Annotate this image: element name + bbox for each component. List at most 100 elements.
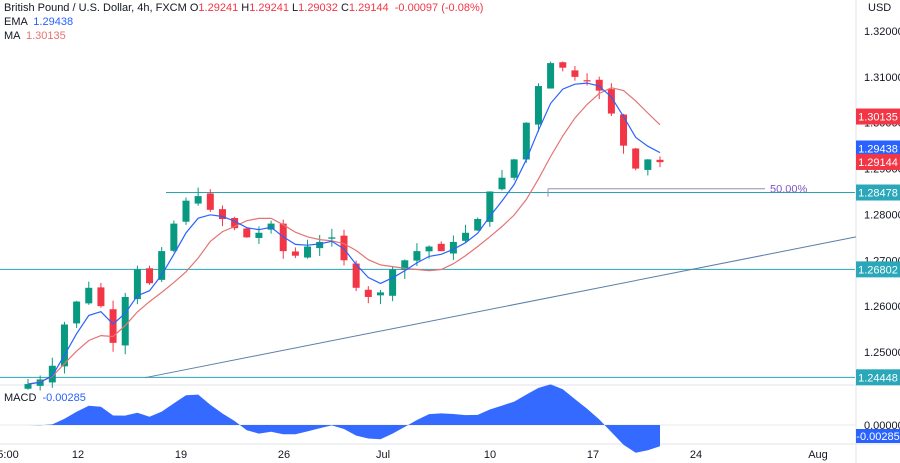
candle-body bbox=[607, 89, 615, 114]
x-tick-label: 24 bbox=[690, 449, 702, 461]
x-tick-label: Aug bbox=[808, 449, 828, 461]
price-tag bbox=[856, 184, 900, 201]
candle-body bbox=[121, 296, 129, 346]
price-tag-label: 1.24448 bbox=[858, 372, 898, 384]
candle-body bbox=[158, 251, 166, 280]
x-tick-label: 26 bbox=[278, 449, 290, 461]
candle-body bbox=[425, 246, 433, 252]
symbol-title: British Pound / U.S. Dollar, 4h, FXCM bbox=[4, 2, 187, 14]
candle-body bbox=[48, 365, 56, 383]
candle-body bbox=[352, 263, 360, 288]
macd-area bbox=[28, 384, 660, 453]
ma-label: MA bbox=[4, 30, 20, 42]
candle-body bbox=[595, 79, 603, 91]
legend-macd: MACD -0.00285 bbox=[4, 392, 86, 404]
ema-line bbox=[27, 82, 661, 385]
candle-body bbox=[85, 287, 93, 304]
candle-body bbox=[146, 268, 154, 284]
macd-tag-label: -0.00285 bbox=[856, 431, 899, 443]
ohlc-h-label: H bbox=[238, 2, 250, 14]
candle-body bbox=[316, 241, 324, 249]
ohlc-values: O1.29241 H1.29241 L1.29032 C1.29144 bbox=[190, 2, 389, 14]
legend-ma: MA 1.30135 bbox=[4, 30, 66, 42]
candle-body bbox=[73, 301, 81, 324]
candle-body bbox=[449, 241, 457, 254]
candle-body bbox=[206, 193, 214, 210]
ohlc-l-value: 1.29032 bbox=[298, 2, 338, 14]
price-tag bbox=[856, 369, 900, 386]
macd-label: MACD bbox=[4, 392, 37, 404]
ma-value: 1.30135 bbox=[25, 30, 66, 42]
candle-body bbox=[340, 235, 348, 261]
price-tag bbox=[856, 140, 900, 157]
candle-body bbox=[571, 70, 579, 77]
candle-body bbox=[328, 237, 336, 239]
candle-body bbox=[474, 219, 482, 231]
candle-body bbox=[498, 177, 506, 190]
candle-body bbox=[389, 269, 397, 296]
candle-body bbox=[364, 289, 372, 297]
macd-value: -0.00285 bbox=[42, 392, 86, 404]
ohlc-o-label: O bbox=[189, 2, 199, 14]
ohlc-c-value: 1.29144 bbox=[348, 2, 389, 14]
macd-tag bbox=[856, 429, 900, 443]
candle-body bbox=[376, 292, 384, 296]
x-tick-label: 12 bbox=[72, 449, 84, 461]
fib-label: 50.00% bbox=[770, 184, 808, 196]
y-tick-label: 1.28000 bbox=[864, 209, 900, 221]
candle-body bbox=[267, 223, 275, 230]
price-tag-label: 1.30135 bbox=[858, 112, 898, 124]
ema-value: 1.29438 bbox=[33, 16, 74, 28]
candle-body bbox=[170, 223, 178, 251]
candle-body bbox=[291, 251, 299, 256]
ohlc-o-value: 1.29241 bbox=[198, 2, 239, 14]
candle-body bbox=[231, 217, 239, 229]
candle-body bbox=[243, 228, 251, 238]
x-tick-label: 17 bbox=[587, 449, 599, 461]
legend-symbol: British Pound / U.S. Dollar, 4h, FXCM O1… bbox=[4, 2, 483, 14]
x-tick-label: 10 bbox=[484, 449, 496, 461]
candle-body bbox=[644, 159, 652, 170]
price-tag bbox=[856, 108, 900, 125]
candle-body bbox=[510, 159, 518, 178]
candle-body bbox=[547, 63, 555, 89]
y-tick-label: 1.31000 bbox=[864, 72, 900, 84]
candle-body bbox=[522, 122, 530, 160]
candle-body bbox=[534, 86, 542, 125]
x-tick-label: 5:00 bbox=[0, 449, 19, 461]
candle-body bbox=[24, 384, 32, 389]
candle-body bbox=[632, 148, 640, 169]
candle-body bbox=[486, 191, 494, 222]
candle-body bbox=[462, 232, 470, 241]
candle-body bbox=[218, 209, 226, 220]
candle-body bbox=[401, 260, 409, 270]
candle-body bbox=[583, 80, 591, 82]
candle-body bbox=[304, 246, 312, 258]
ohlc-c-label: C bbox=[337, 2, 349, 14]
candle-body bbox=[97, 287, 105, 307]
legend-ema: EMA 1.29438 bbox=[4, 16, 73, 28]
price-tag-label: 1.28478 bbox=[858, 188, 898, 200]
x-tick-label: 19 bbox=[175, 449, 187, 461]
y-tick-label: 1.26000 bbox=[864, 301, 900, 313]
price-tag-label: 1.26802 bbox=[858, 264, 898, 276]
ma-line bbox=[27, 87, 661, 385]
ohlc-l-label: L bbox=[288, 2, 299, 14]
candle-body bbox=[437, 243, 445, 252]
candle-body bbox=[656, 159, 664, 163]
ema-label: EMA bbox=[4, 16, 28, 28]
candle-body bbox=[413, 251, 421, 261]
candle-body bbox=[109, 309, 117, 343]
price-tag-label: 1.29438 bbox=[858, 143, 898, 155]
y-tick-label: 1.32000 bbox=[864, 26, 900, 38]
candle-body bbox=[60, 324, 68, 367]
candle-body bbox=[133, 269, 141, 300]
candle-body bbox=[620, 114, 628, 146]
candle-body bbox=[194, 196, 202, 204]
x-tick-label: Jul bbox=[376, 449, 390, 461]
trend-line bbox=[144, 236, 857, 379]
currency-label: USD bbox=[868, 2, 891, 14]
price-tag bbox=[856, 153, 900, 170]
y-tick-label: 1.25000 bbox=[864, 347, 900, 359]
